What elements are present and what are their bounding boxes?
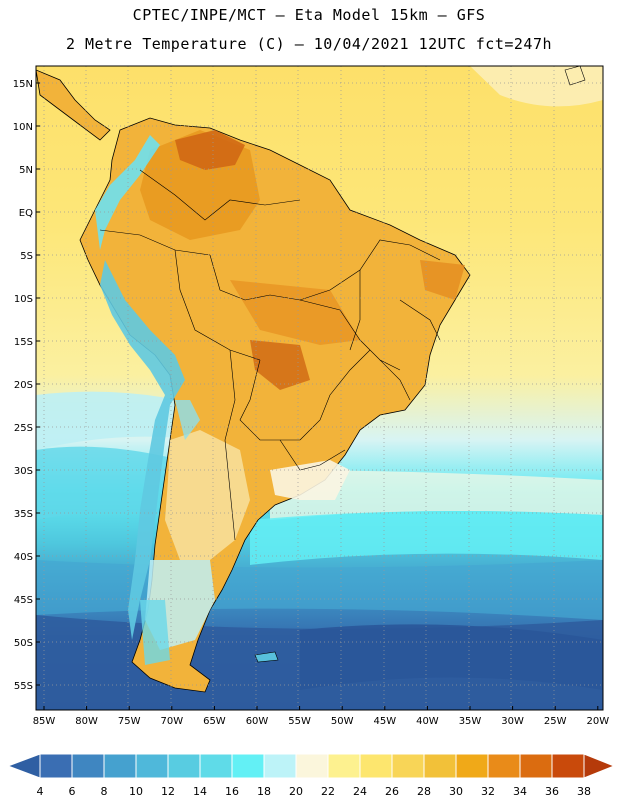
lon-label: 30W xyxy=(501,716,524,727)
lon-label: 70W xyxy=(160,716,183,727)
colorbar-swatch xyxy=(135,753,169,779)
colorbar-swatch xyxy=(231,753,265,779)
graticule xyxy=(36,66,603,710)
longitude-labels: 85W 80W 75W 70W 65W 60W 55W 50W 45W 40W 35W 30W 25W 2… xyxy=(33,706,609,727)
lat-label: 15N xyxy=(13,79,33,90)
colorbar-label: 26 xyxy=(385,785,399,798)
colorbar-swatch xyxy=(71,753,105,779)
colorbar-label: 32 xyxy=(481,785,495,798)
lat-label: 45S xyxy=(14,595,33,606)
colorbar-label: 24 xyxy=(353,785,367,798)
lon-label: 65W xyxy=(203,716,226,727)
colorbar-label: 36 xyxy=(545,785,559,798)
colorbar-label: 38 xyxy=(577,785,591,798)
colorbar-label: 12 xyxy=(161,785,175,798)
colorbar-label: 8 xyxy=(101,785,108,798)
lat-label: EQ xyxy=(19,208,33,219)
colorbar-label: 34 xyxy=(513,785,527,798)
lat-label: 30S xyxy=(14,466,33,477)
lat-label: 10S xyxy=(14,294,33,305)
colorbar-label: 10 xyxy=(129,785,143,798)
lon-label: 60W xyxy=(246,716,269,727)
latitude-labels: 15N 10N 5N EQ 5S 10S 15S 20S 25S 30S 35S 40S 45S 50S 5… xyxy=(13,79,40,692)
lon-label: 55W xyxy=(288,716,311,727)
colorbar-label: 20 xyxy=(289,785,303,798)
colorbar-left-arrow xyxy=(6,753,41,779)
map-area xyxy=(36,66,603,710)
colorbar-swatch xyxy=(455,753,489,779)
title-line-2: 2 Metre Temperature (C) – 10/04/2021 12U… xyxy=(65,35,553,53)
colorbar-label: 18 xyxy=(257,785,271,798)
colorbar-swatch xyxy=(519,753,553,779)
lon-label: 80W xyxy=(75,716,98,727)
lat-label: 20S xyxy=(14,380,33,391)
lon-label: 85W xyxy=(33,716,56,727)
colorbar-swatch xyxy=(103,753,137,779)
lat-label: 25S xyxy=(14,423,33,434)
colorbar-label: 22 xyxy=(321,785,335,798)
colorbar: 4 6 8 10 12 14 16 18 20 22 24 26 28 30 32 34 36 38 xyxy=(6,753,616,798)
colorbar-swatch xyxy=(423,753,457,779)
colorbar-swatch xyxy=(327,753,361,779)
lat-label: 50S xyxy=(14,638,33,649)
colorbar-swatch xyxy=(487,753,521,779)
colorbar-label: 30 xyxy=(449,785,463,798)
colorbar-swatch xyxy=(199,753,233,779)
colorbar-label: 14 xyxy=(193,785,207,798)
map-frame xyxy=(35,65,604,711)
colorbar-label: 28 xyxy=(417,785,431,798)
lat-label: 10N xyxy=(13,122,33,133)
lon-label: 35W xyxy=(459,716,482,727)
colorbar-swatch xyxy=(359,753,393,779)
lat-label: 40S xyxy=(14,552,33,563)
colorbar-swatch xyxy=(39,753,73,779)
colorbar-swatch xyxy=(167,753,201,779)
colorbar-swatch xyxy=(295,753,329,779)
title-line-1: CPTEC/INPE/MCT – Eta Model 15km – GFS xyxy=(132,6,486,24)
lon-label: 40W xyxy=(416,716,439,727)
colorbar-swatch xyxy=(391,753,425,779)
colorbar-swatch xyxy=(551,753,585,779)
lat-label: 35S xyxy=(14,509,33,520)
lat-label: 5S xyxy=(20,251,33,262)
lat-label: 55S xyxy=(14,681,33,692)
colorbar-label: 4 xyxy=(37,785,44,798)
lon-label: 75W xyxy=(118,716,141,727)
lon-label: 45W xyxy=(373,716,396,727)
lat-label: 15S xyxy=(14,337,33,348)
colorbar-swatch xyxy=(263,753,297,779)
colorbar-label: 6 xyxy=(69,785,76,798)
lon-label: 50W xyxy=(331,716,354,727)
colorbar-right-arrow xyxy=(583,753,616,779)
lon-label: 25W xyxy=(544,716,567,727)
lat-label: 5N xyxy=(19,165,33,176)
colorbar-label: 16 xyxy=(225,785,239,798)
lon-label: 20W xyxy=(586,716,609,727)
